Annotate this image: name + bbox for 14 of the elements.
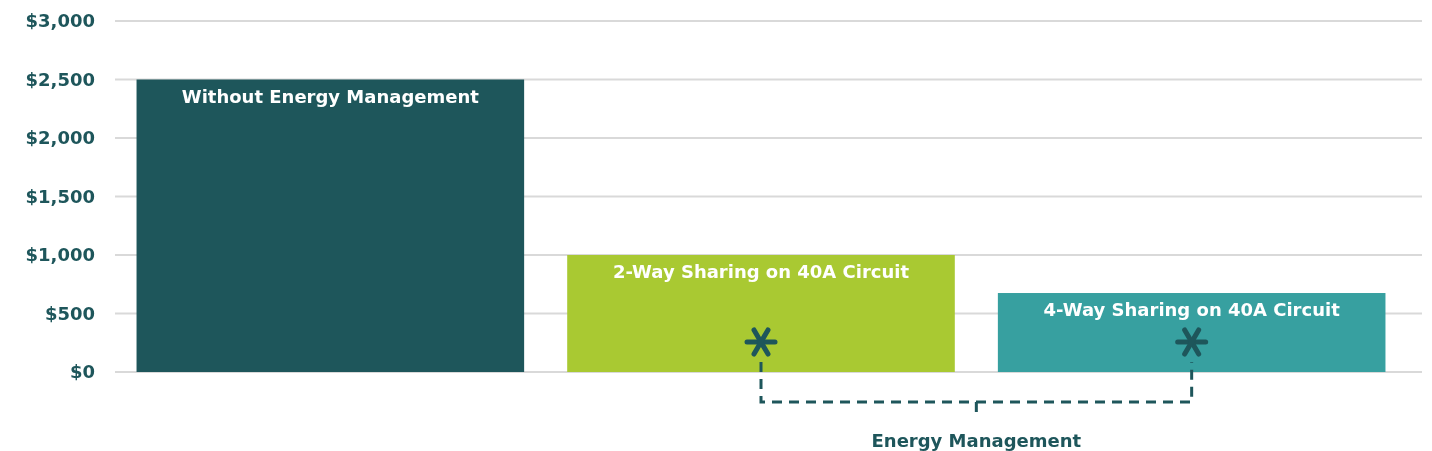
y-tick-label: $1,500 bbox=[25, 185, 95, 207]
text: Energy Management bbox=[871, 430, 1082, 451]
y-tick-label: $0 bbox=[69, 361, 95, 383]
x-tick-label: Without Energy Management bbox=[181, 85, 480, 107]
y-tick-label: $3,000 bbox=[25, 10, 95, 32]
x-tick-label: 2-Way Sharing on 40A Circuit bbox=[612, 261, 910, 282]
x-tick-label: 4-Way Sharing on 40A Circuit bbox=[1043, 299, 1341, 321]
y-tick-label: $2,500 bbox=[25, 68, 95, 90]
bar bbox=[136, 79, 525, 372]
bar bbox=[997, 293, 1386, 372]
y-tick-label: $500 bbox=[44, 302, 95, 324]
y-tick-label: $2,000 bbox=[25, 127, 95, 149]
y-tick-label: $1,000 bbox=[25, 244, 95, 266]
bar bbox=[567, 255, 955, 372]
